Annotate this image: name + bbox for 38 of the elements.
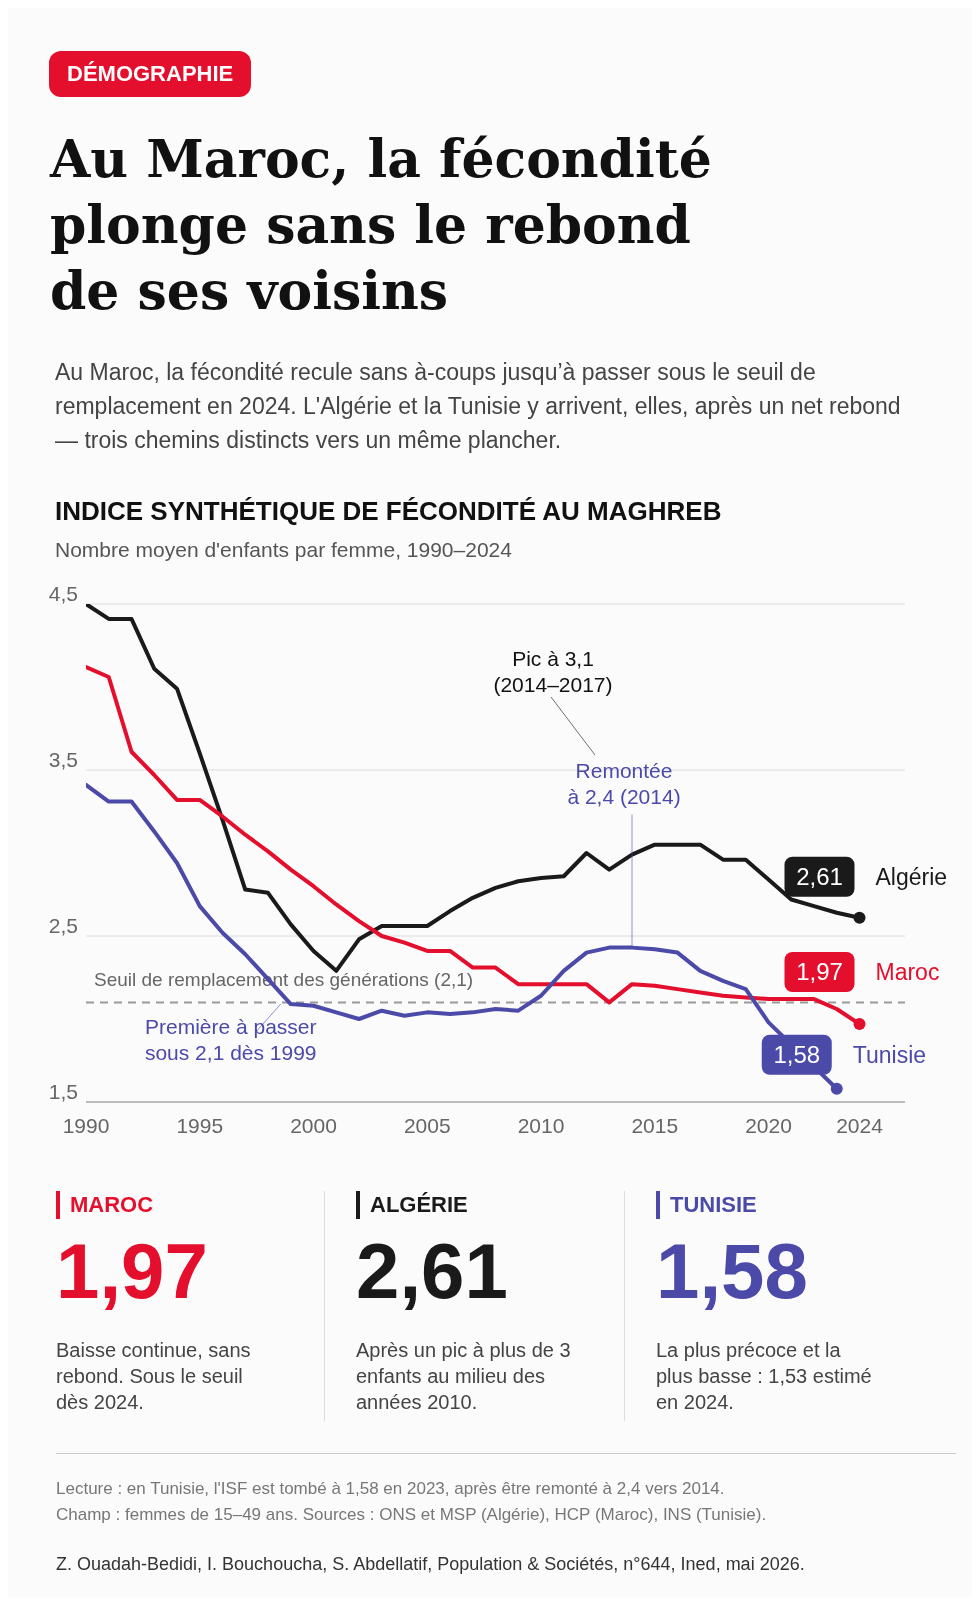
x-tick-label: 2010 bbox=[517, 1113, 565, 1137]
text: DÉMOGRAPHIE bbox=[49, 51, 252, 97]
x-tick-label: 1990 bbox=[62, 1113, 110, 1137]
y-tick-label: 4,5 bbox=[48, 582, 78, 606]
legend-label: Maroc bbox=[875, 958, 940, 985]
category-label: MAROC bbox=[70, 1192, 154, 1218]
text: La plus précoce et la plus basse : 1,53 estimé en 2024. bbox=[656, 1338, 873, 1415]
text: 1,97 bbox=[56, 1226, 209, 1317]
x-tick-label: 2015 bbox=[631, 1113, 679, 1137]
y-tick-label: 2,5 bbox=[48, 914, 78, 938]
x-tick-label: 2020 bbox=[745, 1113, 792, 1137]
text: Baisse continue, sans rebond. Sous le seuil dès 2024. bbox=[56, 1338, 252, 1415]
y-tick-label: 3,5 bbox=[48, 748, 78, 772]
x-tick-label: 2000 bbox=[290, 1113, 337, 1137]
text: INDICE SYNTHÉTIQUE DE FÉCONDITÉ AU MAGHREB bbox=[55, 496, 722, 527]
text: 2,61 bbox=[356, 1226, 509, 1317]
data-label: 1,97 bbox=[796, 957, 843, 985]
text: 1,58 bbox=[656, 1226, 809, 1317]
text: Champ : femmes de 15–49 ans. Sources : ONS et MSP (Algérie), HCP (Maroc), INS (Tunisie). bbox=[56, 1504, 767, 1526]
text: Après un pic à plus de 3 enfants au milieu des années 2010. bbox=[356, 1338, 572, 1415]
x-tick-label: 2024 bbox=[836, 1113, 884, 1137]
legend-label: Tunisie bbox=[852, 1041, 927, 1068]
category-label: TUNISIE bbox=[670, 1192, 757, 1218]
chart-title: Au Maroc, la fécondité plonge sans le rebond de ses voisins bbox=[50, 127, 713, 323]
text: Z. Ouadah-Bedidi, I. Bouchoucha, S. Abdellatif, Population & Sociétés, n°644, Ined, mai 2026. bbox=[56, 1554, 805, 1575]
annotation: Première à passer sous 2,1 dès 1999 bbox=[144, 1015, 317, 1065]
data-label: 2,61 bbox=[796, 862, 843, 890]
x-tick-label: 1995 bbox=[176, 1113, 224, 1137]
annotation: Remontée à 2,4 (2014) bbox=[567, 758, 681, 808]
text: Lecture : en Tunisie, l'ISF est tombé à 1,58 en 2023, après être remonté à 2,4 vers 2014. bbox=[56, 1478, 726, 1500]
legend-label: Algérie bbox=[875, 863, 948, 890]
y-tick-label: 1,5 bbox=[48, 1080, 78, 1104]
category-label: ALGÉRIE bbox=[370, 1192, 468, 1218]
data-label: 1,58 bbox=[773, 1040, 821, 1068]
annotation: Pic à 3,1 (2014–2017) bbox=[492, 646, 614, 698]
text: Nombre moyen d'enfants par femme, 1990–2024 bbox=[55, 538, 512, 562]
x-tick-label: 2005 bbox=[403, 1113, 451, 1137]
chart-subtitle: Au Maroc, la fécondité recule sans à-coups jusqu’à passer sous le seuil de remplacement en 2024. L'Algérie et la Tunisie y arrivent, elles, après un net rebond — trois chemins distincts vers un même plancher. bbox=[55, 358, 902, 455]
